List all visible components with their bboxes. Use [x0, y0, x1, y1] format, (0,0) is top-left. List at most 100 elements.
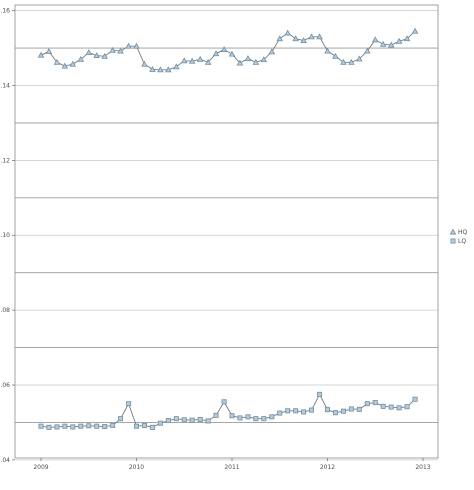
data-point-lq [86, 423, 92, 429]
data-point-lq [221, 399, 227, 405]
data-point-lq [237, 415, 243, 421]
data-point-hq [212, 50, 220, 57]
x-tick-label: 2009 [33, 464, 48, 471]
data-point-lq [70, 424, 76, 430]
data-point-hq [395, 37, 403, 44]
data-point-hq [324, 47, 331, 54]
data-point-hq [403, 35, 411, 42]
data-point-hq [316, 33, 323, 40]
x-tick-label: 2010 [129, 464, 144, 471]
data-point-lq [157, 420, 163, 426]
data-point-hq [371, 36, 379, 43]
data-point-lq [285, 408, 291, 414]
data-point-lq [396, 405, 402, 411]
legend-key-lq [450, 238, 456, 244]
data-point-hq [53, 58, 61, 65]
data-point-hq [348, 58, 355, 65]
data-point-lq [54, 424, 60, 430]
data-point-lq [133, 423, 139, 429]
data-point-lq [102, 424, 108, 430]
data-point-hq [117, 47, 124, 54]
y-tick-label: 0.10 [0, 232, 10, 239]
data-point-lq [332, 410, 338, 416]
data-point-lq [309, 407, 315, 413]
data-point-lq [205, 418, 211, 424]
data-point-lq [364, 401, 370, 407]
data-point-lq [126, 401, 132, 407]
data-point-lq [317, 391, 323, 397]
data-point-lq [181, 417, 187, 423]
data-point-lq [412, 396, 418, 402]
x-tick-label: 2011 [224, 464, 239, 471]
y-axis: 0.04 0.06 0.08 0.10 0.12 0.14 0.16 [0, 8, 15, 464]
data-point-lq [356, 406, 362, 412]
data-point-hq [45, 47, 53, 54]
data-point-hq [204, 58, 212, 65]
data-point-lq [301, 409, 307, 415]
legend: HQ LQ [449, 228, 468, 245]
data-point-hq [180, 57, 188, 64]
data-point-lq [173, 416, 179, 422]
data-point-lq [348, 406, 354, 412]
data-point-lq [340, 408, 346, 414]
data-point-lq [38, 423, 44, 429]
data-point-lq [213, 412, 219, 418]
data-point-hq [69, 60, 77, 67]
y-tick-label: 0.14 [0, 82, 10, 89]
data-point-hq [196, 55, 204, 62]
data-point-lq [404, 404, 410, 410]
data-point-lq [141, 422, 147, 428]
data-point-hq [228, 50, 236, 57]
data-point-hq [93, 52, 100, 59]
data-point-hq [276, 35, 284, 42]
data-point-hq [101, 52, 108, 59]
x-axis: 2009 2010 2011 2012 2013 [33, 458, 431, 471]
data-point-lq [293, 408, 299, 414]
data-point-lq [261, 416, 267, 422]
data-point-lq [94, 423, 100, 429]
plot-border [14, 4, 439, 459]
data-point-hq [141, 60, 148, 67]
data-point-lq [118, 416, 124, 422]
legend-key-hq [449, 228, 457, 235]
data-point-hq [332, 52, 339, 59]
data-point-hq [308, 33, 315, 40]
data-point-hq [260, 56, 268, 63]
data-point-lq [46, 424, 52, 430]
data-point-hq [252, 58, 260, 65]
data-point-lq [165, 418, 171, 424]
data-point-hq [125, 42, 132, 49]
data-point-hq [300, 37, 307, 44]
y-tick-label: 0.04 [0, 457, 10, 464]
data-point-lq [380, 403, 386, 409]
data-point-lq [245, 414, 251, 420]
data-point-hq [268, 48, 276, 55]
data-point-hq [188, 57, 196, 64]
y-tick-label: 0.08 [0, 307, 10, 314]
data-point-hq [236, 59, 244, 66]
y-tick-label: 0.16 [0, 8, 10, 15]
data-point-hq [61, 62, 69, 69]
data-point-lq [277, 410, 283, 416]
data-point-hq [109, 46, 116, 53]
x-tick-label: 2012 [320, 464, 335, 471]
plot-frame [14, 4, 439, 459]
data-point-hq [340, 58, 347, 65]
data-point-lq [197, 416, 203, 422]
data-point-lq [229, 413, 235, 419]
data-point-lq [62, 423, 68, 429]
data-point-hq [411, 27, 419, 34]
series-line-hq [40, 30, 416, 71]
data-point-lq [110, 422, 116, 428]
data-point-lq [78, 423, 84, 429]
data-point-hq [292, 35, 299, 42]
data-point-hq [133, 42, 140, 49]
data-point-lq [269, 414, 275, 420]
data-point-hq [77, 55, 85, 62]
y-tick-label: 0.06 [0, 382, 10, 389]
data-point-hq [379, 40, 387, 47]
data-point-hq [220, 46, 228, 53]
data-point-hq [149, 65, 156, 72]
data-point-hq [364, 47, 371, 54]
